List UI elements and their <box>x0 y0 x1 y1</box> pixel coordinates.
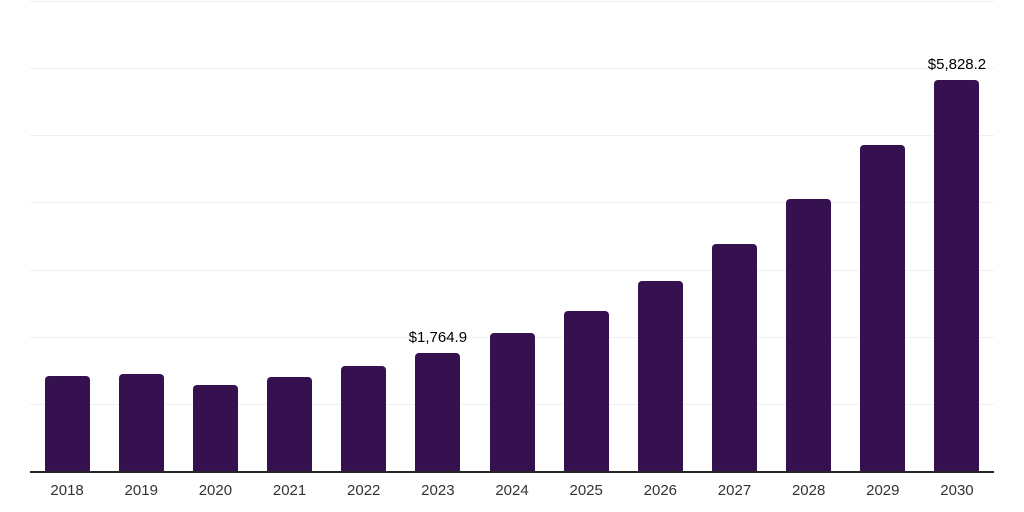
bar-slot-2029 <box>846 1 920 471</box>
bar-slot-2022 <box>327 1 401 471</box>
bar-2028 <box>786 199 832 471</box>
bars-row: $1,764.9 $5,828.2 <box>30 1 994 471</box>
bar-2026 <box>637 281 683 471</box>
gridline-7000 <box>30 1 994 2</box>
bar-slot-2028 <box>772 1 846 471</box>
bar-2030 <box>934 79 980 471</box>
x-tick-2030: 2030 <box>940 482 974 499</box>
data-label-2030: $5,828.2 <box>927 55 987 73</box>
x-tick-2022: 2022 <box>347 482 381 499</box>
x-axis-labels: 2018 2019 2020 2021 2022 2023 2024 2025 2026 2027… <box>30 482 994 500</box>
bar-2020 <box>192 385 238 471</box>
x-tick-2019: 2019 <box>124 482 158 499</box>
bar-2029 <box>860 145 906 471</box>
bar-2025 <box>563 310 609 471</box>
x-tick-2027: 2027 <box>717 482 752 499</box>
bar-slot-2018 <box>30 1 104 471</box>
bar-slot-2020 <box>178 1 252 471</box>
bar-slot-2023: $1,764.9 <box>401 1 475 471</box>
gridline-5000 <box>30 135 994 137</box>
bar-slot-2024 <box>475 1 549 471</box>
x-tick-2018: 2018 <box>50 482 84 499</box>
bar-2022 <box>341 366 387 471</box>
gridline-3000 <box>30 269 994 271</box>
bar-slot-2030: $5,828.2 <box>920 1 994 471</box>
x-tick-2029: 2029 <box>866 482 900 499</box>
bar-2021 <box>267 376 313 471</box>
data-label-2023: $1,764.9 <box>408 328 468 346</box>
bar-slot-2027 <box>697 1 771 471</box>
x-tick-2023: 2023 <box>421 482 455 499</box>
bar-slot-2021 <box>252 1 326 471</box>
x-tick-2020: 2020 <box>198 482 233 499</box>
bar-slot-2019 <box>104 1 178 471</box>
x-tick-2025: 2025 <box>569 482 603 499</box>
bar-2019 <box>118 373 164 471</box>
bar-2027 <box>711 244 757 471</box>
plot-area: $1,764.9 $5,828.2 <box>30 1 994 473</box>
bar-2018 <box>44 375 90 471</box>
x-tick-2021: 2021 <box>272 482 307 499</box>
x-tick-2024: 2024 <box>495 482 529 499</box>
x-tick-2028: 2028 <box>791 482 826 499</box>
bar-slot-2025 <box>549 1 623 471</box>
x-tick-2026: 2026 <box>643 482 678 499</box>
bar-2023 <box>415 352 461 471</box>
gridline-4000 <box>30 202 994 204</box>
bar-slot-2026 <box>623 1 697 471</box>
gridline-6000 <box>30 68 994 70</box>
bar-2024 <box>489 333 535 471</box>
